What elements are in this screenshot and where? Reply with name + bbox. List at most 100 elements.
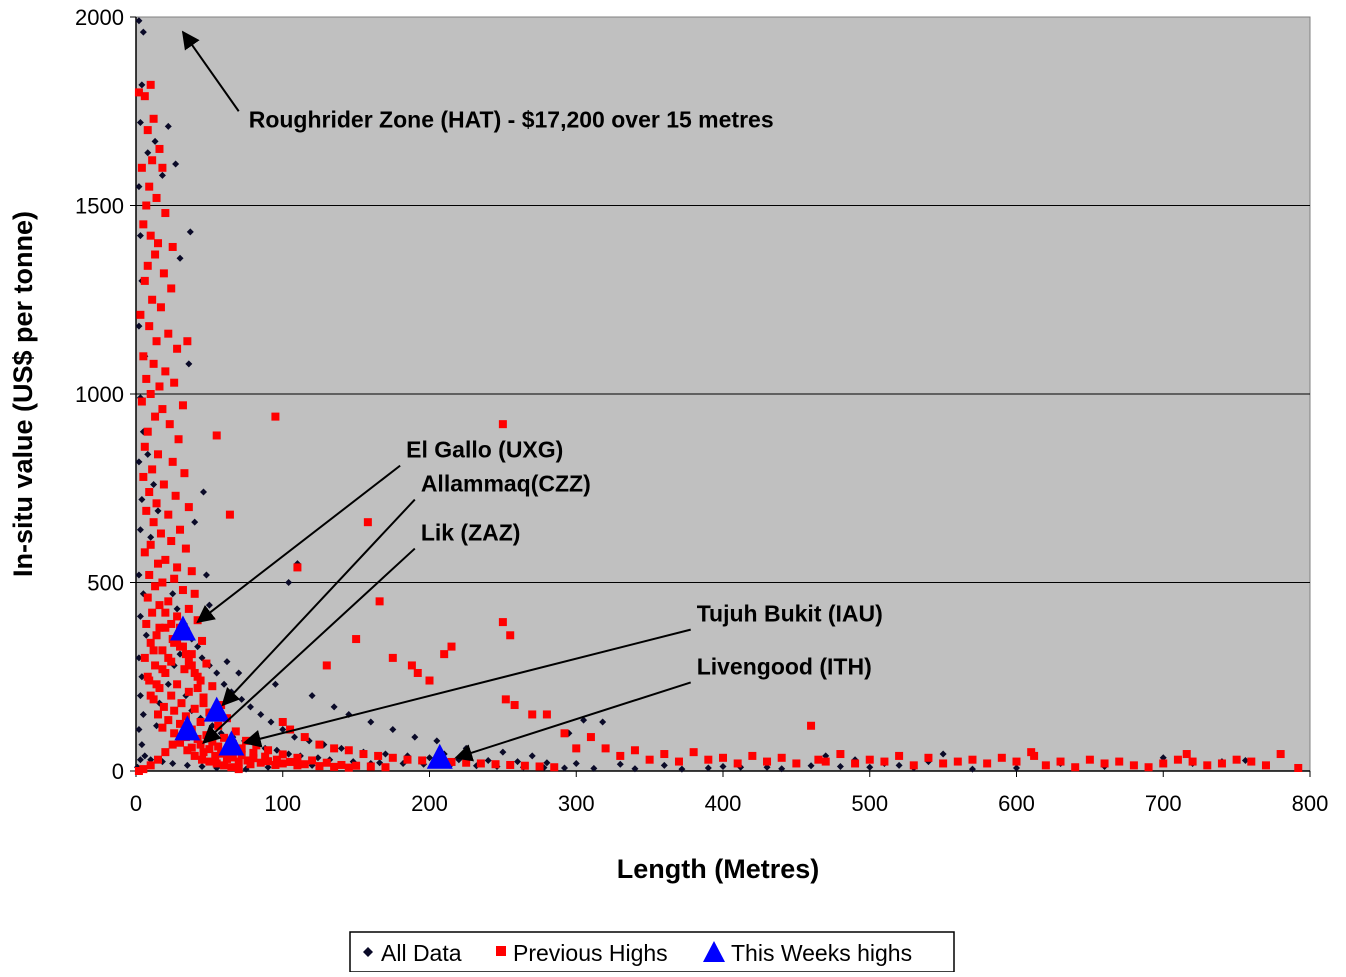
legend-label-all-data: All Data [381, 940, 462, 966]
point-previous-highs [403, 755, 412, 764]
point-previous-highs [616, 751, 625, 760]
point-all-data [151, 137, 159, 145]
point-previous-highs [225, 510, 234, 519]
point-previous-highs [836, 750, 845, 759]
point-previous-highs [152, 193, 161, 202]
point-this-weeks-highs [169, 615, 196, 641]
point-previous-highs [170, 729, 179, 738]
point-previous-highs [777, 753, 786, 762]
point-all-data [138, 673, 146, 681]
point-previous-highs [140, 548, 149, 557]
x-axis-title: Length (Metres) [617, 854, 820, 884]
point-previous-highs [164, 653, 173, 662]
point-previous-highs [161, 608, 170, 617]
point-previous-highs [560, 729, 569, 738]
point-previous-highs [352, 761, 361, 770]
point-previous-highs [137, 163, 146, 172]
point-previous-highs [155, 623, 164, 632]
point-previous-highs [704, 755, 713, 764]
point-all-data [616, 760, 624, 768]
point-all-data [153, 722, 161, 730]
point-previous-highs [271, 412, 280, 421]
point-previous-highs [542, 710, 551, 719]
point-previous-highs [178, 401, 187, 410]
point-previous-highs [217, 701, 226, 710]
point-previous-highs [234, 757, 243, 766]
point-previous-highs [164, 329, 173, 338]
point-all-data [543, 759, 551, 767]
point-previous-highs [198, 755, 207, 764]
point-previous-highs [719, 753, 727, 762]
legend-label-previous-highs: Previous Highs [513, 940, 668, 966]
point-all-data [135, 458, 143, 466]
point-all-data [164, 122, 172, 130]
point-previous-highs [418, 756, 427, 765]
annotation-label: El Gallo (UXG) [406, 437, 563, 463]
point-previous-highs [374, 751, 383, 760]
point-previous-highs [170, 706, 179, 715]
point-previous-highs [407, 661, 416, 670]
point-previous-highs [205, 757, 214, 766]
point-all-data [631, 765, 639, 773]
point-previous-highs [146, 540, 155, 549]
point-previous-highs [164, 510, 173, 519]
point-previous-highs [199, 693, 208, 702]
point-previous-highs [1056, 757, 1065, 766]
point-previous-highs [337, 760, 346, 769]
point-previous-highs [165, 420, 174, 429]
point-previous-highs [278, 759, 287, 768]
point-previous-highs [498, 420, 507, 429]
point-previous-highs [1100, 759, 1109, 768]
point-all-data [172, 160, 180, 168]
point-all-data [135, 654, 143, 662]
point-all-data [376, 759, 384, 767]
annotation-label: Livengood (ITH) [697, 653, 872, 679]
point-previous-highs [148, 608, 157, 617]
point-previous-highs [733, 759, 742, 768]
point-all-data [191, 518, 199, 526]
annotation-label: Tujuh Bukit (IAU) [697, 601, 883, 627]
point-previous-highs [939, 759, 948, 768]
point-previous-highs [237, 744, 246, 753]
point-previous-highs [674, 757, 683, 766]
point-previous-highs [550, 763, 559, 772]
point-all-data [285, 750, 293, 758]
point-previous-highs [145, 570, 154, 579]
point-previous-highs [134, 88, 143, 97]
point-previous-highs [1217, 759, 1226, 768]
point-previous-highs [158, 665, 167, 674]
point-all-data [778, 765, 786, 773]
point-previous-highs [136, 310, 145, 319]
point-previous-highs [506, 760, 515, 769]
point-previous-highs [880, 757, 889, 766]
point-previous-highs [171, 491, 180, 500]
point-previous-highs [645, 755, 654, 764]
legend-marker-this-weeks-highs [703, 941, 725, 962]
point-all-data [173, 605, 181, 613]
point-previous-highs [520, 761, 529, 770]
point-previous-highs [199, 699, 208, 708]
point-previous-highs [447, 642, 456, 651]
point-previous-highs [851, 759, 860, 768]
point-previous-highs [151, 250, 160, 259]
annotation-label: Roughrider Zone (HAT) - $17,200 over 15 … [249, 106, 774, 132]
point-previous-highs [142, 619, 151, 628]
point-previous-highs [155, 144, 164, 153]
point-previous-highs [792, 759, 801, 768]
point-all-data [273, 746, 281, 754]
point-previous-highs [176, 738, 185, 747]
data-points [133, 17, 1303, 775]
point-previous-highs [293, 753, 302, 762]
point-all-data [1013, 764, 1020, 772]
point-previous-highs [156, 529, 165, 538]
y-axis-title: In-situ value (US$ per tonne) [8, 211, 38, 577]
point-previous-highs [220, 733, 229, 742]
point-all-data [308, 692, 316, 700]
point-all-data [257, 710, 265, 718]
point-previous-highs [134, 767, 143, 775]
point-previous-highs [491, 760, 500, 769]
point-previous-highs [184, 687, 193, 696]
point-previous-highs [440, 650, 449, 659]
point-previous-highs [145, 182, 154, 191]
point-previous-highs [1173, 755, 1182, 764]
